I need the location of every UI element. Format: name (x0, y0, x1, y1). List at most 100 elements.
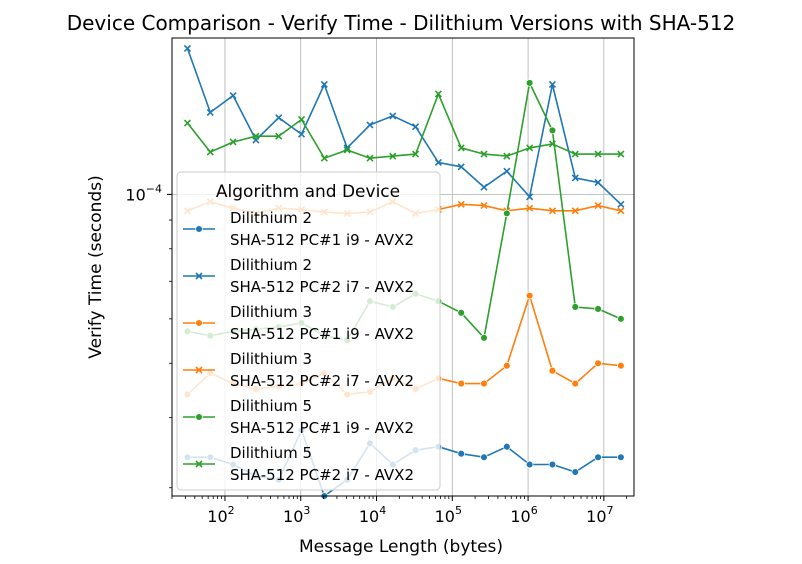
legend-entry-4: Dilithium 3 SHA-512 PC#2 i7 - AVX2 (183, 350, 414, 390)
series-point (503, 152, 511, 160)
series-point (206, 148, 214, 156)
series-point (275, 114, 283, 122)
x-tick-label-exponent: 3 (303, 504, 310, 517)
legend-entry-6: Dilithium 5 SHA-512 PC#2 i7 - AVX2 (183, 444, 414, 484)
series-point (320, 80, 328, 89)
series-point (229, 92, 237, 100)
legend-entry-2: Dilithium 2 SHA-512 PC#2 i7 - AVX2 (183, 256, 414, 296)
legend-label-line2: SHA-512 PC#1 i9 - AVX2 (230, 419, 414, 437)
x-tick-label-base: 10 (359, 507, 379, 526)
series-line (186, 91, 621, 160)
series-point (183, 119, 192, 127)
x-tick-label-base: 10 (207, 507, 227, 526)
series-point (297, 115, 306, 124)
x-tick-label-base: 10 (510, 507, 530, 526)
series-point (594, 150, 602, 158)
series-point (275, 132, 283, 140)
legend-label-line1: Dilithium 3 (230, 303, 312, 321)
plot-frame (171, 37, 635, 497)
series-point (252, 132, 260, 140)
series-point (571, 174, 579, 182)
series-point (480, 202, 488, 210)
series-point (548, 126, 557, 135)
series-point (480, 334, 488, 342)
series-point (206, 108, 214, 116)
legend-swatch-marker (195, 460, 203, 468)
series-point (525, 79, 534, 87)
series-point (457, 163, 465, 171)
series-point (548, 460, 557, 469)
x-tick-label-base: 10 (586, 507, 606, 526)
series-point (457, 309, 465, 317)
series-point (412, 123, 420, 131)
series-point (525, 460, 534, 469)
series-point (480, 379, 488, 388)
series-point (617, 200, 625, 208)
series-point (617, 150, 625, 158)
series-point (594, 178, 602, 187)
series-point (548, 140, 557, 148)
series-point (480, 150, 488, 158)
legend-label-line1: Dilithium 2 (230, 256, 312, 274)
series-point (457, 200, 465, 208)
legend-label-line1: Dilithium 5 (230, 444, 312, 462)
legend-entry-5: Dilithium 5 SHA-512 PC#1 i9 - AVX2 (183, 397, 414, 437)
series-point (594, 359, 602, 368)
x-tick-label: 104 (359, 504, 386, 526)
series-point (366, 121, 374, 129)
legend-label-line2: SHA-512 PC#2 i7 - AVX2 (230, 278, 414, 296)
x-axis-label: Message Length (bytes) (299, 537, 503, 557)
series-point (389, 112, 397, 120)
series-point (457, 144, 465, 152)
series-point (183, 44, 192, 53)
x-tick-label: 103 (283, 504, 310, 526)
legend-label-line1: Dilithium 5 (230, 397, 312, 415)
series-point (320, 154, 328, 162)
series-point (389, 152, 397, 160)
legend-label-line2: SHA-512 PC#1 i9 - AVX2 (230, 231, 414, 249)
series-point (594, 305, 602, 313)
series-point (480, 453, 488, 461)
y-tick-label-exponent: −4 (146, 182, 162, 195)
chart-title: Device Comparison - Verify Time - Dilith… (67, 11, 736, 35)
x-tick-label-exponent: 7 (607, 504, 614, 517)
x-tick-label-exponent: 4 (379, 504, 386, 517)
series-point (434, 158, 442, 167)
series-point (548, 207, 557, 215)
series-point (548, 80, 557, 89)
legend-swatch-marker (195, 272, 203, 280)
x-tick-label-exponent: 2 (228, 504, 235, 517)
legend: Algorithm and Device Dilithium 2 SHA-512 … (176, 171, 441, 491)
legend-entry-3: Dilithium 3 SHA-512 PC#1 i9 - AVX2 (183, 303, 414, 343)
legend-label-line1: Dilithium 3 (230, 350, 312, 368)
x-tick-label-base: 10 (435, 507, 455, 526)
x-tick-label-exponent: 6 (531, 504, 538, 517)
series-point (594, 453, 602, 461)
series-point (525, 291, 534, 300)
series-point (617, 361, 625, 370)
x-tick-label: 102 (207, 504, 234, 526)
legend-swatch-marker (195, 413, 203, 421)
x-tick-label: 107 (586, 504, 613, 526)
series-point (366, 154, 374, 162)
y-tick-label-base: 10 (125, 185, 145, 204)
series-point (526, 204, 534, 212)
series-point (503, 209, 511, 218)
x-tick-label: 106 (510, 504, 537, 526)
series-point (480, 183, 488, 191)
legend-label-line2: SHA-512 PC#2 i7 - AVX2 (230, 372, 414, 390)
x-tick-label-base: 10 (283, 507, 303, 526)
legend-label-line1: Dilithium 2 (230, 209, 312, 227)
series-6 (183, 90, 625, 162)
series-point (526, 144, 534, 152)
legend-title: Algorithm and Device (216, 182, 400, 202)
series-point (297, 130, 306, 138)
legend-entry-1: Dilithium 2 SHA-512 PC#1 i9 - AVX2 (183, 209, 414, 249)
series-point (503, 442, 511, 451)
x-tick-label-exponent: 5 (455, 504, 462, 517)
series-point (571, 150, 579, 158)
series-point (571, 379, 580, 388)
series-point (571, 303, 580, 311)
